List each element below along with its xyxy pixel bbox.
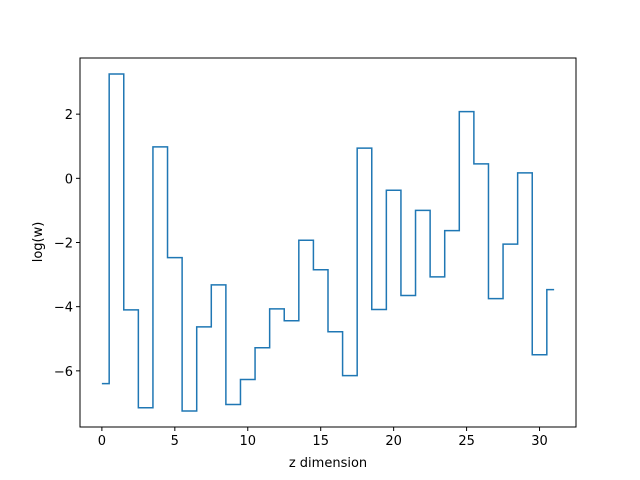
x-tick-label: 20 bbox=[385, 434, 402, 449]
x-axis-ticks: 0 5 10 15 20 25 30 bbox=[98, 427, 548, 449]
x-tick-label: 5 bbox=[171, 434, 179, 449]
x-tick-label: 30 bbox=[531, 434, 548, 449]
x-axis-label: z dimension bbox=[289, 456, 367, 471]
y-tick-label: −4 bbox=[54, 301, 73, 316]
plot-area bbox=[80, 58, 576, 427]
y-tick-label: −6 bbox=[54, 365, 73, 380]
x-tick-label: 25 bbox=[458, 434, 475, 449]
series-line bbox=[101, 73, 555, 412]
x-tick-label: 10 bbox=[239, 434, 256, 449]
y-tick-label: 2 bbox=[65, 108, 73, 123]
x-tick-label: 15 bbox=[312, 434, 329, 449]
y-axis-ticks: −6 −4 −2 0 2 bbox=[54, 108, 80, 380]
x-tick-label: 0 bbox=[98, 434, 106, 449]
y-tick-label: 0 bbox=[65, 172, 73, 187]
y-tick-label: −2 bbox=[54, 237, 73, 252]
y-axis-label: log(w) bbox=[31, 222, 46, 263]
